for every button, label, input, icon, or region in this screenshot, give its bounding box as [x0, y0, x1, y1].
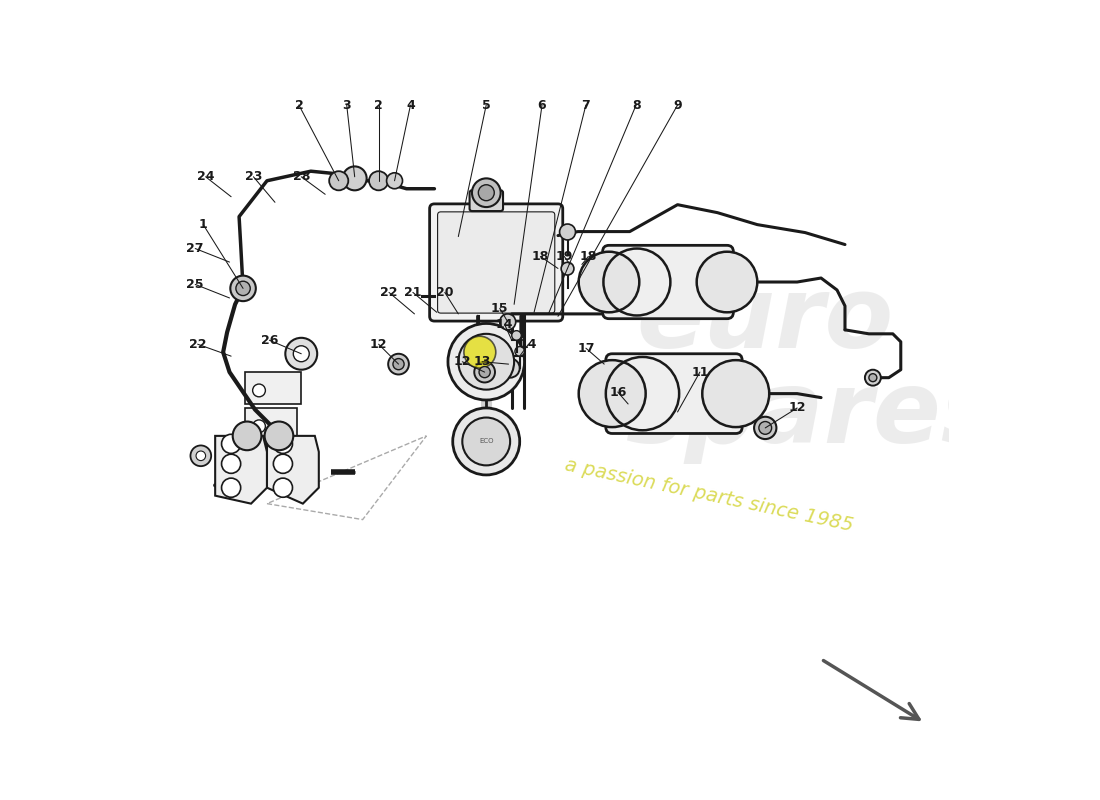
Polygon shape — [216, 436, 267, 504]
Circle shape — [561, 262, 574, 275]
Circle shape — [329, 171, 349, 190]
Text: 7: 7 — [582, 98, 591, 111]
Circle shape — [368, 171, 388, 190]
Text: 17: 17 — [578, 342, 595, 354]
Circle shape — [233, 422, 262, 450]
Circle shape — [462, 418, 510, 466]
Text: 9: 9 — [673, 98, 682, 111]
Text: 22: 22 — [189, 338, 207, 350]
Circle shape — [388, 354, 409, 374]
Circle shape — [386, 173, 403, 189]
Text: 26: 26 — [261, 334, 278, 346]
FancyArrowPatch shape — [824, 661, 918, 719]
Circle shape — [221, 454, 241, 474]
Circle shape — [702, 360, 769, 427]
Circle shape — [274, 454, 293, 474]
Text: 24: 24 — [197, 170, 215, 183]
FancyBboxPatch shape — [430, 204, 563, 321]
Bar — [245, 372, 301, 404]
Circle shape — [274, 478, 293, 498]
Text: spares: spares — [626, 367, 1001, 465]
Text: 18: 18 — [580, 250, 597, 263]
Circle shape — [474, 362, 495, 382]
Circle shape — [499, 314, 516, 330]
Circle shape — [453, 408, 519, 475]
Circle shape — [285, 338, 317, 370]
Text: ECO: ECO — [478, 438, 494, 445]
Text: 19: 19 — [556, 250, 573, 263]
Text: 2: 2 — [295, 98, 304, 111]
Circle shape — [221, 478, 241, 498]
Polygon shape — [267, 436, 319, 504]
Text: 8: 8 — [631, 98, 640, 111]
Text: 1: 1 — [199, 218, 208, 231]
Circle shape — [459, 334, 514, 390]
Text: 23: 23 — [244, 170, 262, 183]
FancyBboxPatch shape — [470, 190, 503, 211]
Text: 25: 25 — [187, 278, 204, 291]
Circle shape — [274, 434, 293, 454]
Circle shape — [393, 358, 404, 370]
Circle shape — [343, 166, 366, 190]
Circle shape — [235, 282, 250, 295]
Circle shape — [230, 276, 256, 301]
Text: euro: euro — [637, 272, 894, 369]
Text: 13: 13 — [473, 355, 491, 368]
Circle shape — [448, 323, 525, 400]
Circle shape — [869, 374, 877, 382]
Circle shape — [759, 422, 771, 434]
Circle shape — [478, 185, 494, 201]
Circle shape — [500, 358, 519, 378]
Text: 2: 2 — [374, 98, 383, 111]
Text: 4: 4 — [406, 98, 415, 111]
Text: 15: 15 — [491, 302, 508, 315]
Circle shape — [190, 446, 211, 466]
Circle shape — [253, 420, 265, 433]
Text: a passion for parts since 1985: a passion for parts since 1985 — [563, 456, 856, 535]
Text: 14: 14 — [519, 338, 537, 350]
Text: 27: 27 — [187, 242, 204, 255]
Circle shape — [221, 434, 241, 454]
Circle shape — [265, 422, 294, 450]
Circle shape — [253, 384, 265, 397]
Text: 6: 6 — [538, 98, 547, 111]
Text: 28: 28 — [293, 170, 310, 183]
Text: 3: 3 — [342, 98, 351, 111]
FancyBboxPatch shape — [606, 354, 742, 434]
Text: 20: 20 — [436, 286, 453, 299]
Circle shape — [515, 346, 525, 356]
Circle shape — [472, 178, 500, 207]
Circle shape — [579, 252, 639, 312]
Circle shape — [755, 417, 777, 439]
Circle shape — [512, 330, 521, 340]
Text: 16: 16 — [609, 386, 627, 398]
FancyBboxPatch shape — [438, 212, 554, 313]
FancyBboxPatch shape — [603, 246, 734, 318]
Circle shape — [865, 370, 881, 386]
Text: 12: 12 — [789, 402, 806, 414]
Circle shape — [294, 346, 309, 362]
Text: 11: 11 — [691, 366, 708, 378]
Text: 12: 12 — [453, 355, 471, 368]
Circle shape — [478, 366, 491, 378]
Circle shape — [464, 336, 496, 368]
Circle shape — [196, 451, 206, 461]
Circle shape — [579, 360, 646, 427]
Bar — [245, 408, 297, 440]
Text: 22: 22 — [381, 286, 398, 299]
Circle shape — [696, 252, 757, 312]
Text: 21: 21 — [404, 286, 421, 299]
Text: 12: 12 — [370, 338, 387, 350]
Text: 5: 5 — [482, 98, 491, 111]
Circle shape — [560, 224, 575, 240]
Text: 14: 14 — [496, 318, 514, 330]
Text: 18: 18 — [531, 250, 549, 263]
